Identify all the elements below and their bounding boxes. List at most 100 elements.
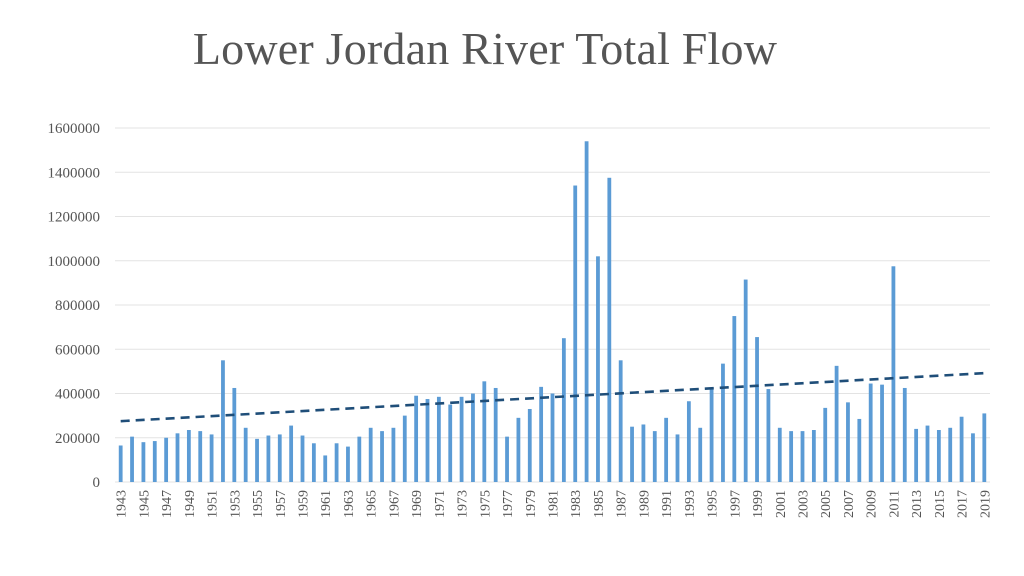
bar-1991 <box>664 417 669 482</box>
bar-2007 <box>846 402 850 482</box>
x-tick-label: 1993 <box>683 490 698 518</box>
bar-1969 <box>414 395 419 482</box>
x-tick-label: 2005 <box>819 490 834 518</box>
bar-1948 <box>175 433 180 482</box>
bar-1977 <box>505 436 509 482</box>
x-tick-label: 1977 <box>501 490 516 518</box>
bar-1992 <box>675 434 680 482</box>
bar-1987 <box>618 360 623 482</box>
x-tick-label: 1959 <box>297 490 312 518</box>
bar-2018 <box>971 433 975 482</box>
x-tick-label: 1985 <box>592 490 607 518</box>
bar-2002 <box>789 431 794 482</box>
x-tick-label: 1991 <box>660 490 675 518</box>
bar-2010 <box>880 384 884 482</box>
bar-1964 <box>357 436 362 482</box>
x-tick-label: 1967 <box>387 490 402 518</box>
bar-1949 <box>186 430 191 482</box>
x-tick-label: 1947 <box>160 490 175 518</box>
bar-1945 <box>141 442 146 482</box>
bar-1979 <box>527 408 532 482</box>
bar-1993 <box>686 401 691 482</box>
bar-1968 <box>402 415 407 482</box>
bar-1958 <box>289 425 294 482</box>
bar-2011 <box>891 266 896 482</box>
bar-2001 <box>777 427 782 482</box>
bar-2009 <box>868 383 873 482</box>
x-tick-label: 1945 <box>137 490 152 518</box>
y-tick-label: 1400000 <box>48 165 101 181</box>
chart-title: Lower Jordan River Total Flow <box>192 23 778 74</box>
bar-2003 <box>800 431 805 482</box>
x-tick-label: 2007 <box>842 490 857 518</box>
x-tick-label: 1957 <box>274 490 289 518</box>
x-tick-label: 1983 <box>569 490 584 518</box>
bar-1962 <box>334 443 339 482</box>
y-tick-label: 200000 <box>55 431 100 447</box>
x-tick-label: 1979 <box>524 490 539 518</box>
bar-1946 <box>152 441 157 482</box>
x-tick-label: 2013 <box>910 490 925 518</box>
bar-1952 <box>221 360 225 482</box>
bar-1950 <box>198 431 203 482</box>
y-tick-label: 600000 <box>55 342 100 358</box>
y-tick-label: 1000000 <box>48 254 101 270</box>
bar-1956 <box>266 435 271 482</box>
bar-1981 <box>550 393 555 482</box>
bar-1973 <box>459 396 464 482</box>
bar-2006 <box>834 365 839 482</box>
bar-1953 <box>232 387 237 482</box>
x-tick-label: 1961 <box>319 490 334 518</box>
bar-1976 <box>493 387 498 482</box>
bar-1983 <box>573 185 578 482</box>
x-tick-label: 1949 <box>183 490 198 518</box>
x-tick-label: 1971 <box>433 490 448 518</box>
x-tick-label: 1969 <box>410 490 425 518</box>
bar-1980 <box>539 386 544 482</box>
bar-1967 <box>391 427 396 482</box>
bar-1944 <box>130 436 134 482</box>
bars <box>118 141 987 482</box>
y-tick-label: 400000 <box>55 387 100 403</box>
x-tick-label: 2015 <box>933 490 948 518</box>
x-tick-label: 1943 <box>115 490 130 518</box>
bar-2012 <box>902 387 907 482</box>
x-tick-label: 2009 <box>865 490 880 518</box>
trendline <box>120 371 985 423</box>
x-tick-label: 2011 <box>887 490 902 517</box>
bar-1986 <box>607 177 612 482</box>
bar-1984 <box>584 141 589 482</box>
bar-1970 <box>425 399 430 482</box>
bar-2008 <box>857 418 862 482</box>
x-tick-label: 2019 <box>978 490 993 518</box>
bar-1951 <box>209 434 214 482</box>
bar-1994 <box>698 427 703 482</box>
x-tick-label: 1975 <box>478 490 493 518</box>
y-axis-ticks: 0 200000 400000 600000 800000 1000000 1200000 1… <box>48 121 101 491</box>
x-tick-label: 2001 <box>774 490 789 518</box>
y-tick-label: 0 <box>93 475 101 491</box>
x-tick-label: 1997 <box>728 490 743 518</box>
x-axis-ticks: 1943 1945 1947 1949 1951 1953 1955 1957 1959 1961… <box>115 490 994 518</box>
x-tick-label: 1965 <box>365 490 380 518</box>
bar-1954 <box>243 427 248 482</box>
bar-1972 <box>448 404 453 482</box>
bar-2017 <box>959 416 964 482</box>
bar-1957 <box>277 434 282 482</box>
x-tick-label: 1987 <box>615 490 630 518</box>
x-tick-label: 1981 <box>547 490 562 518</box>
bar-1989 <box>641 424 646 482</box>
bar-1982 <box>561 338 566 482</box>
bar-1966 <box>380 431 384 482</box>
bar-1995 <box>709 387 714 482</box>
bar-2014 <box>925 425 930 482</box>
bar-1997 <box>732 316 737 482</box>
x-tick-label: 1953 <box>228 490 243 518</box>
bar-1978 <box>516 417 521 482</box>
bar-1999 <box>755 337 759 482</box>
bar-1998 <box>743 279 748 482</box>
x-tick-label: 1989 <box>637 490 652 518</box>
bar-1985 <box>596 256 600 482</box>
bar-2005 <box>823 407 828 482</box>
